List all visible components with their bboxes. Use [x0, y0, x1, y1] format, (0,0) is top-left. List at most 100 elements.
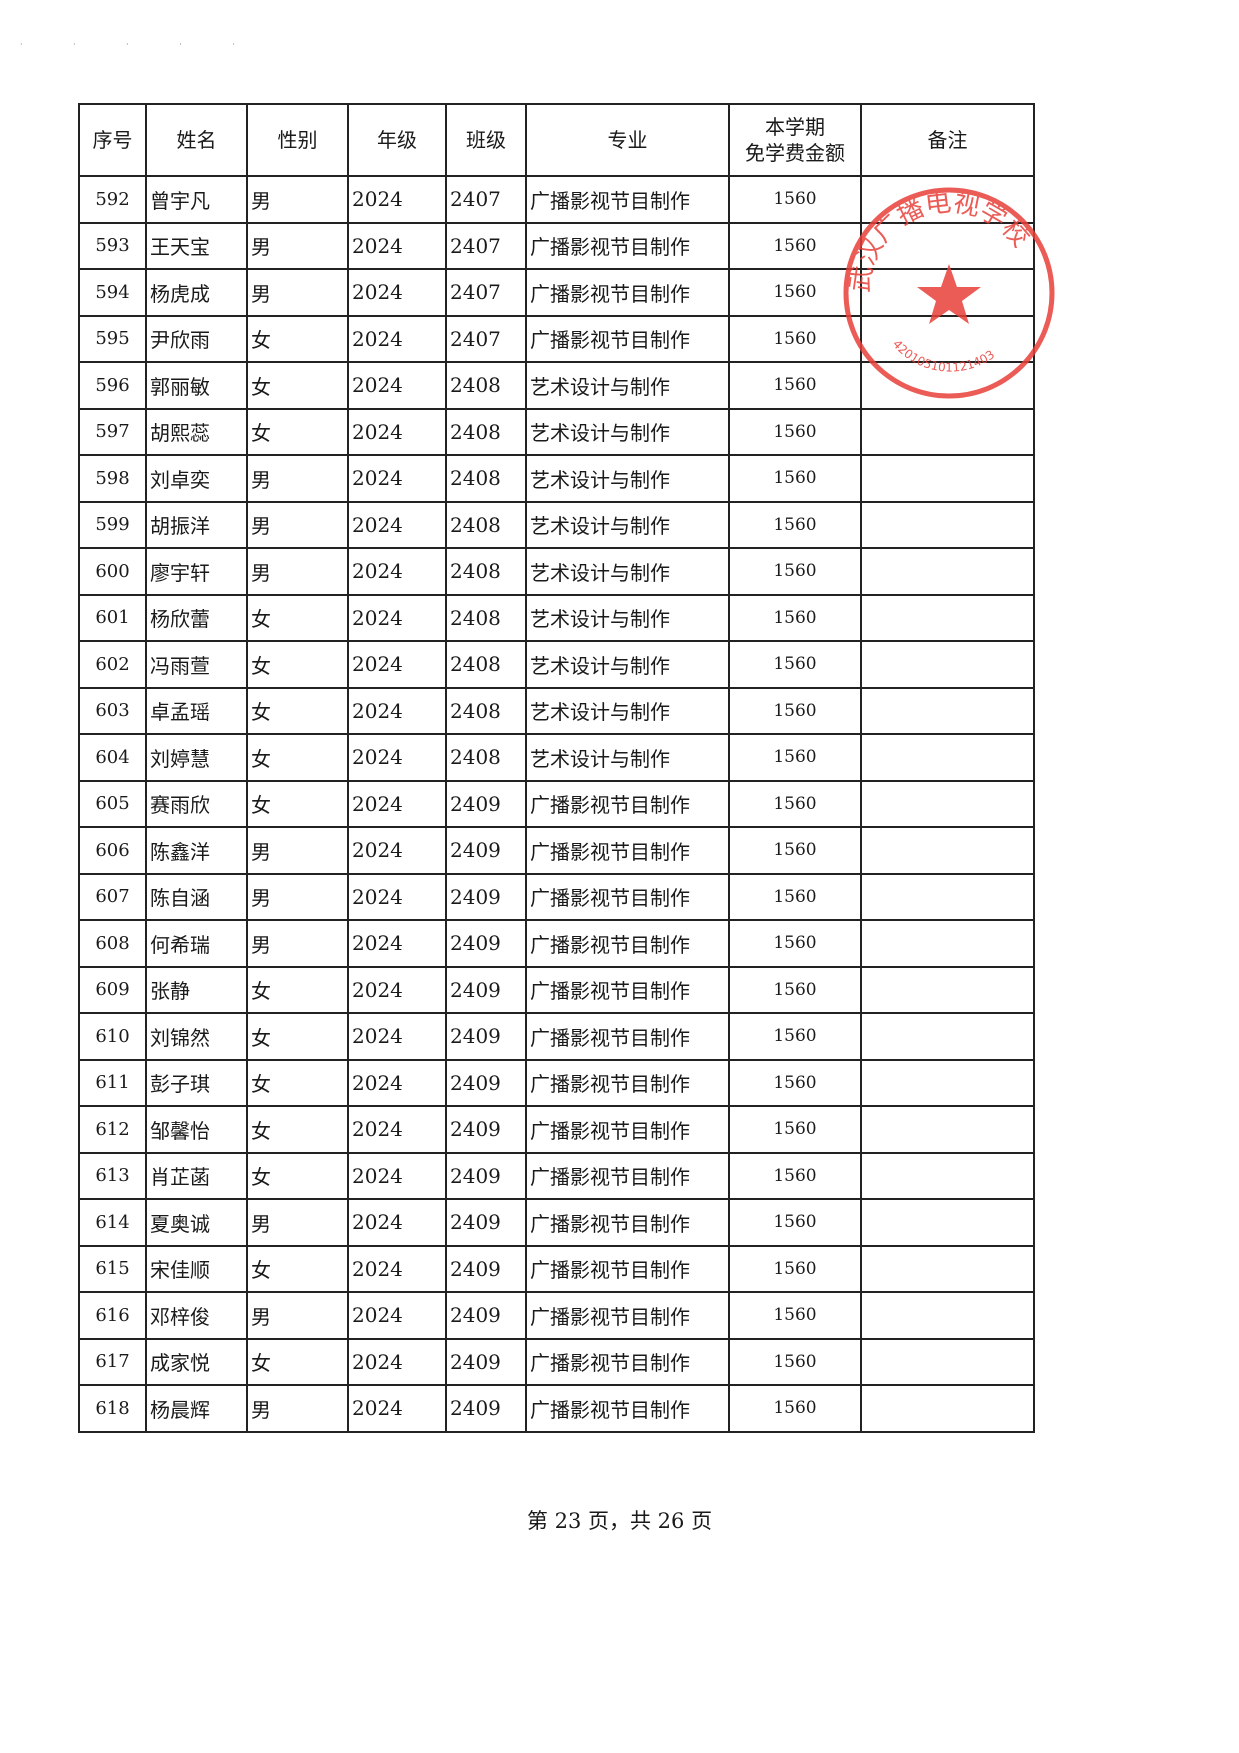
cell-major: 广播影视节目制作: [525, 779, 730, 828]
cell-grade: 2024: [347, 1244, 447, 1293]
cell-name: 何希瑞: [145, 919, 248, 968]
cell-name: 刘锦然: [145, 1012, 248, 1061]
cell-class: 2408: [445, 640, 527, 689]
cell-grade: 2024: [347, 314, 447, 363]
cell-grade: 2024: [347, 221, 447, 270]
cell-class: 2409: [445, 1291, 527, 1340]
cell-class: 2409: [445, 1058, 527, 1107]
table-row: 612 邹馨怡女 2024 2409 广播影视节目制作 1560: [78, 1105, 1035, 1154]
cell-class: 2408: [445, 733, 527, 782]
cell-class: 2408: [445, 454, 527, 503]
cell-amount: 1560: [728, 175, 862, 224]
cell-seq: 600: [78, 547, 147, 596]
cell-major: 广播影视节目制作: [525, 1384, 730, 1433]
cell-gender: 男: [246, 500, 349, 549]
cell-remark: [860, 361, 1035, 410]
cell-major: 广播影视节目制作: [525, 919, 730, 968]
cell-class: 2409: [445, 965, 527, 1014]
cell-name: 陈鑫洋: [145, 826, 248, 875]
cell-grade: 2024: [347, 1058, 447, 1107]
cell-major: 广播影视节目制作: [525, 1337, 730, 1386]
cell-grade: 2024: [347, 547, 447, 596]
cell-amount: 1560: [728, 1198, 862, 1247]
cell-seq: 616: [78, 1291, 147, 1340]
cell-major: 广播影视节目制作: [525, 221, 730, 270]
cell-class: 2409: [445, 919, 527, 968]
table-row: 610 刘锦然女 2024 2409 广播影视节目制作 1560: [78, 1012, 1035, 1061]
cell-name: 陈自涵: [145, 872, 248, 921]
cell-seq: 615: [78, 1244, 147, 1293]
table-row: 595 尹欣雨女 2024 2407 广播影视节目制作 1560: [78, 314, 1035, 363]
cell-class: 2407: [445, 314, 527, 363]
cell-remark: [860, 1105, 1035, 1154]
cell-grade: 2024: [347, 1384, 447, 1433]
cell-name: 肖芷菡: [145, 1151, 248, 1200]
cell-remark: [860, 1198, 1035, 1247]
cell-name: 胡振洋: [145, 500, 248, 549]
cell-name: 成家悦: [145, 1337, 248, 1386]
cell-amount: 1560: [728, 593, 862, 642]
cell-major: 广播影视节目制作: [525, 1105, 730, 1154]
cell-gender: 女: [246, 1337, 349, 1386]
cell-amount: 1560: [728, 640, 862, 689]
cell-major: 广播影视节目制作: [525, 826, 730, 875]
cell-name: 杨晨辉: [145, 1384, 248, 1433]
cell-gender: 女: [246, 965, 349, 1014]
cell-seq: 604: [78, 733, 147, 782]
cell-remark: [860, 686, 1035, 735]
table-row: 607 陈自涵男 2024 2409 广播影视节目制作 1560: [78, 872, 1035, 921]
page-footer: 第 23 页，共 26 页: [526, 1509, 713, 1533]
cell-remark: [860, 1058, 1035, 1107]
cell-amount: 1560: [728, 872, 862, 921]
table-row: 611 彭子琪女 2024 2409 广播影视节目制作 1560: [78, 1058, 1035, 1107]
table-body: 592 曾宇凡男 2024 2407 广播影视节目制作 1560 593 王天宝男 2024 24…: [78, 175, 1035, 1433]
cell-major: 广播影视节目制作: [525, 314, 730, 363]
cell-grade: 2024: [347, 640, 447, 689]
cell-amount: 1560: [728, 1105, 862, 1154]
cell-amount: 1560: [728, 1384, 862, 1433]
cell-grade: 2024: [347, 593, 447, 642]
cell-amount: 1560: [728, 268, 862, 317]
cell-class: 2408: [445, 686, 527, 735]
cell-name: 曾宇凡: [145, 175, 248, 224]
cell-class: 2409: [445, 872, 527, 921]
cell-remark: [860, 1291, 1035, 1340]
table-row: 592 曾宇凡男 2024 2407 广播影视节目制作 1560: [78, 175, 1035, 224]
cell-gender: 男: [246, 919, 349, 968]
cell-name: 王天宝: [145, 221, 248, 270]
cell-remark: [860, 593, 1035, 642]
cell-class: 2408: [445, 547, 527, 596]
cell-grade: 2024: [347, 686, 447, 735]
table-row: 601 杨欣蕾女 2024 2408 艺术设计与制作 1560: [78, 593, 1035, 642]
cell-name: 冯雨萱: [145, 640, 248, 689]
cell-grade: 2024: [347, 965, 447, 1014]
cell-seq: 609: [78, 965, 147, 1014]
cell-gender: 女: [246, 1151, 349, 1200]
cell-amount: 1560: [728, 779, 862, 828]
table-row: 615 宋佳顺女 2024 2409 广播影视节目制作 1560: [78, 1244, 1035, 1293]
table-row: 600 廖宇轩男 2024 2408 艺术设计与制作 1560: [78, 547, 1035, 596]
cell-name: 夏奥诚: [145, 1198, 248, 1247]
cell-seq: 592: [78, 175, 147, 224]
cell-seq: 614: [78, 1198, 147, 1247]
header-major: 专业: [525, 103, 730, 177]
cell-class: 2409: [445, 1198, 527, 1247]
cell-grade: 2024: [347, 872, 447, 921]
cell-gender: 女: [246, 1244, 349, 1293]
cell-amount: 1560: [728, 361, 862, 410]
cell-seq: 607: [78, 872, 147, 921]
cell-name: 刘卓奕: [145, 454, 248, 503]
cell-seq: 606: [78, 826, 147, 875]
cell-gender: 女: [246, 593, 349, 642]
cell-grade: 2024: [347, 361, 447, 410]
cell-gender: 女: [246, 686, 349, 735]
cell-grade: 2024: [347, 919, 447, 968]
cell-gender: 男: [246, 1198, 349, 1247]
cell-remark: [860, 1384, 1035, 1433]
cell-name: 杨虎成: [145, 268, 248, 317]
table-row: 594 杨虎成男 2024 2407 广播影视节目制作 1560: [78, 268, 1035, 317]
header-seq: 序号: [78, 103, 147, 177]
cell-amount: 1560: [728, 407, 862, 456]
cell-major: 艺术设计与制作: [525, 686, 730, 735]
table-row: 614 夏奥诚男 2024 2409 广播影视节目制作 1560: [78, 1198, 1035, 1247]
